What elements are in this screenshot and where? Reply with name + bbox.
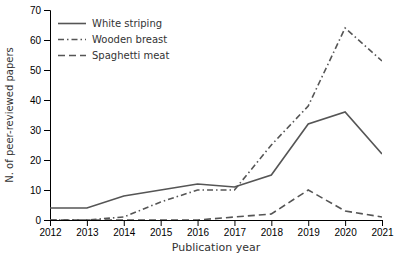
tick-mark xyxy=(271,220,272,226)
x-axis-title: Publication year xyxy=(172,241,261,254)
axis-line xyxy=(51,221,383,227)
tick: 10 xyxy=(30,185,50,196)
series-line xyxy=(50,190,382,220)
tick: 60 xyxy=(30,35,50,46)
tick: 2014 xyxy=(113,220,136,238)
plot: 2012 2013 2014 2015 2016 2017 2018 2019 2020 2021… xyxy=(30,5,394,238)
tick-label: 2017 xyxy=(224,227,247,238)
tick-label: 0 xyxy=(35,215,41,226)
axis-line xyxy=(44,11,51,221)
tick-mark xyxy=(44,40,50,41)
tick-mark xyxy=(234,220,235,226)
tick-label: 2014 xyxy=(113,227,136,238)
tick: 2013 xyxy=(76,220,99,238)
legend-item: White striping xyxy=(58,18,162,29)
tick-label: 10 xyxy=(30,185,42,196)
series-line xyxy=(50,112,382,208)
tick-label: 20 xyxy=(30,155,42,166)
x-axis: 2012 2013 2014 2015 2016 2017 2018 2019 2020 2021 xyxy=(39,220,394,238)
tick-label: 2019 xyxy=(298,227,321,238)
tick-label: 2021 xyxy=(371,227,394,238)
tick-mark xyxy=(198,220,199,226)
tick: 30 xyxy=(30,125,50,136)
tick: 2012 xyxy=(39,220,62,238)
y-axis: 0 10 20 30 40 50 60 70 xyxy=(30,5,51,226)
lines xyxy=(50,28,382,220)
tick: 2015 xyxy=(150,220,173,238)
tick-label: 60 xyxy=(30,35,42,46)
tick-mark xyxy=(124,220,125,226)
tick-mark xyxy=(87,220,88,226)
tick-label: 2016 xyxy=(187,227,210,238)
tick: 70 xyxy=(30,5,50,16)
tick-label: 50 xyxy=(30,65,42,76)
tick: 2016 xyxy=(187,220,210,238)
chart: 2012 2013 2014 2015 2016 2017 2018 2019 2020 2021… xyxy=(0,0,400,256)
tick-label: 40 xyxy=(30,95,42,106)
legend: White striping Wooden breast Spaghetti mea… xyxy=(58,18,169,61)
tick: 50 xyxy=(30,65,50,76)
legend-label: Spaghetti meat xyxy=(92,50,169,61)
y-axis-title: N. of peer-reviewed papers xyxy=(4,47,15,182)
tick: 0 xyxy=(35,215,50,226)
legend-swatch xyxy=(58,39,86,41)
tick-mark xyxy=(345,220,346,226)
tick: 40 xyxy=(30,95,50,106)
tick-mark xyxy=(161,220,162,226)
tick-label: 70 xyxy=(30,5,42,16)
legend-item: Wooden breast xyxy=(58,34,167,45)
tick-mark xyxy=(44,160,50,161)
tick-label: 2013 xyxy=(76,227,99,238)
tick-mark xyxy=(382,220,383,226)
tick: 2017 xyxy=(224,220,247,238)
legend-swatch xyxy=(58,55,86,57)
tick: 20 xyxy=(30,155,50,166)
tick: 2021 xyxy=(371,220,394,238)
tick-label: 2020 xyxy=(334,227,357,238)
tick-mark xyxy=(44,220,50,221)
series-line xyxy=(50,28,382,220)
legend-label: Wooden breast xyxy=(92,34,167,45)
tick-label: 2015 xyxy=(150,227,173,238)
legend-swatch xyxy=(58,23,86,25)
tick-label: 2018 xyxy=(261,227,284,238)
tick-mark xyxy=(44,190,50,191)
tick-label: 30 xyxy=(30,125,42,136)
tick: 2019 xyxy=(298,220,321,238)
legend-label: White striping xyxy=(92,18,162,29)
tick-mark xyxy=(44,130,50,131)
legend-item: Spaghetti meat xyxy=(58,50,169,61)
tick-mark xyxy=(44,70,50,71)
tick: 2020 xyxy=(334,220,357,238)
tick-label: 2012 xyxy=(39,227,62,238)
tick-mark xyxy=(44,10,50,11)
tick-mark xyxy=(44,100,50,101)
tick: 2018 xyxy=(261,220,284,238)
tick-mark xyxy=(308,220,309,226)
